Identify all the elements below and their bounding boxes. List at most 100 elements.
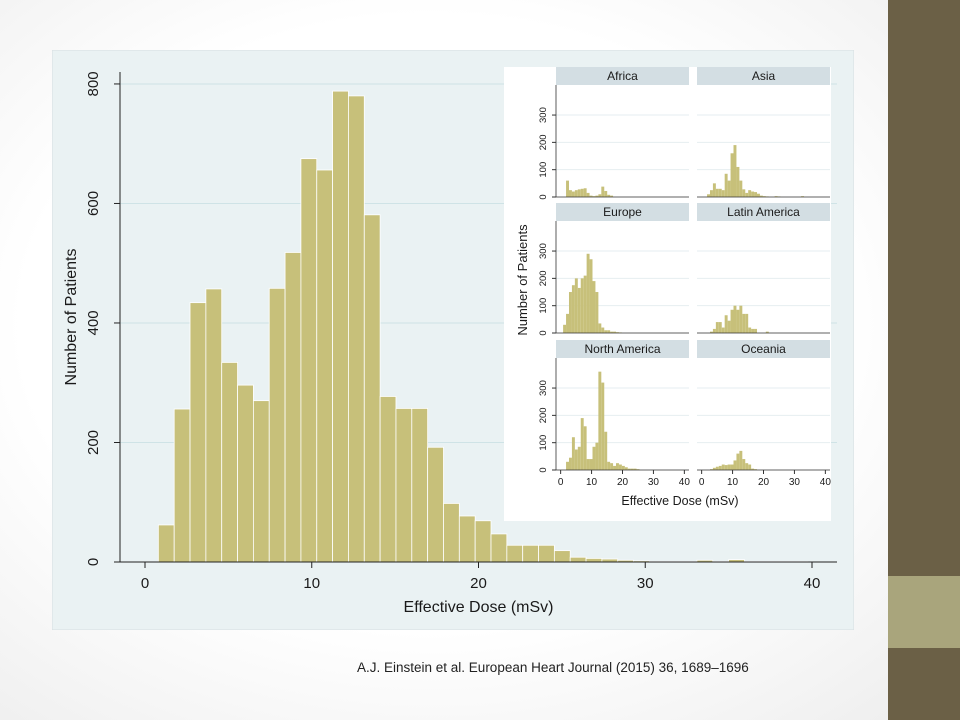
panel-bar: [742, 189, 746, 197]
panel-bar: [712, 467, 716, 470]
main-x-axis-label: Effective Dose (mSv): [404, 599, 554, 616]
panel-y-tick-label: 100: [538, 435, 549, 451]
panel-plot-area: [697, 85, 830, 197]
panel-bar: [730, 309, 734, 333]
histogram-bar: [490, 533, 508, 563]
figure-panel: 0 200 400 600 800 0 10 20 30 40 Effective Dose (mS…: [51, 49, 855, 631]
panel-bar: [733, 305, 737, 333]
panel-bar: [586, 192, 590, 197]
panel-bar: [724, 173, 728, 197]
panel-bar: [739, 305, 743, 333]
panel-bar: [715, 322, 719, 333]
panel-bar: [598, 323, 602, 333]
panel-y-tick-label: 100: [538, 298, 549, 314]
panel-bar: [580, 188, 584, 197]
main-y-tick-label: 800: [85, 71, 102, 96]
panel-bar: [754, 192, 758, 197]
panel-x-tick-label: 10: [586, 477, 598, 488]
panel-x-tick-label: 0: [558, 477, 564, 488]
panel-bar: [577, 446, 581, 470]
panel-x-tick-label: 20: [617, 477, 629, 488]
panel-bar: [742, 313, 746, 333]
panel-bar: [616, 463, 619, 470]
panel-bar: [712, 328, 716, 333]
panel-bar: [601, 327, 605, 333]
panel-bar: [604, 330, 608, 333]
histogram-bar: [300, 158, 318, 563]
panel-bar: [583, 188, 587, 197]
panel-bar: [736, 453, 740, 470]
panel-bar: [633, 468, 637, 470]
regional-inset: Africa0100200300AsiaEurope0100200300Lati…: [504, 67, 831, 521]
panel-bar: [733, 460, 737, 470]
panel-bar: [580, 418, 584, 470]
inset-x-axis-label: Effective Dose (mSv): [621, 494, 738, 508]
panel-title: Africa: [607, 69, 638, 83]
main-x-tick-label: 30: [637, 575, 654, 592]
panel-bar: [566, 313, 569, 333]
panel-bar: [709, 190, 713, 197]
main-x-tick-label: 40: [804, 575, 821, 592]
panel-strip: [556, 340, 689, 358]
panel-x-tick-label: 20: [758, 477, 770, 488]
panel-bar: [571, 191, 575, 197]
histogram-bar: [458, 515, 476, 563]
panel-bar: [801, 196, 805, 197]
histogram-bar: [237, 384, 254, 563]
panel-bar: [733, 145, 737, 197]
panel-x-tick-label: 30: [648, 477, 660, 488]
panel-bar: [742, 459, 746, 470]
panel-bar: [709, 469, 713, 470]
panel-bar: [568, 190, 572, 197]
panel-bar: [721, 464, 725, 470]
panel-bar: [754, 328, 758, 333]
panel-bar: [751, 191, 755, 197]
panel-bar: [598, 194, 602, 197]
panel-bar: [757, 193, 760, 197]
panel-bar: [745, 192, 749, 197]
panel-x-tick-label: 40: [820, 477, 832, 488]
panel-y-tick-label: 0: [538, 330, 549, 335]
panel-bar: [583, 275, 587, 333]
panel-bar: [610, 463, 614, 470]
panel-title: Oceania: [741, 342, 786, 356]
panel-bar: [610, 331, 614, 333]
panel-plot-area: [556, 85, 689, 197]
panel-bar: [751, 328, 755, 333]
panel-bar: [636, 469, 640, 470]
sidebar-dark-band-bottom: [888, 648, 960, 720]
panel-bar: [598, 371, 602, 470]
panel-bar: [604, 431, 608, 470]
panel-bar: [736, 309, 740, 333]
panel-bar: [715, 466, 719, 470]
panel-bar: [577, 287, 581, 333]
panel-x-tick-label: 10: [727, 477, 739, 488]
panel-bar: [568, 292, 572, 333]
main-x-tick-label: 0: [141, 575, 149, 592]
panel-bar: [621, 465, 625, 470]
main-y-tick-label: 400: [85, 310, 102, 335]
inset-y-axis-label: Number of Patients: [515, 224, 530, 336]
histogram-bar: [506, 544, 524, 563]
histogram-bar: [157, 524, 175, 563]
histogram-bar: [348, 95, 365, 563]
panel-bar: [759, 195, 763, 197]
histogram-bar: [379, 396, 397, 563]
histogram-bar: [395, 408, 413, 563]
panel-x-tick-label: 0: [699, 477, 705, 488]
panel-bar: [624, 467, 628, 470]
panel-bar: [745, 313, 749, 333]
panel-bar: [604, 190, 608, 197]
panel-bar: [712, 183, 716, 197]
panel-bar: [736, 166, 740, 197]
histogram-bar: [538, 544, 555, 563]
histogram-bar: [522, 544, 539, 563]
main-y-tick-label: 600: [85, 191, 102, 216]
panel-bar: [727, 320, 731, 333]
panel-bar: [774, 196, 778, 197]
panel-bar: [574, 449, 578, 470]
panel-bar: [627, 468, 631, 470]
panel-bar: [715, 188, 719, 197]
panel-title: North America: [584, 342, 660, 356]
panel-bar: [577, 189, 581, 197]
